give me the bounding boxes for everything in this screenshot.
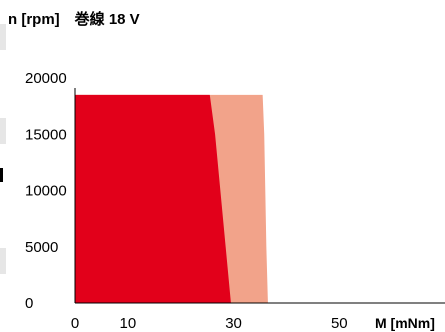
- y-tick-labels: 0 5000 10000 15000 20000: [25, 70, 67, 312]
- y-tick-label: 0: [25, 295, 33, 312]
- x-tick-label: 10: [120, 315, 137, 332]
- chart-title: n [rpm] 巻線 18 V: [8, 10, 140, 28]
- x-tick-label: 0: [71, 315, 79, 332]
- y-tick-label: 5000: [25, 239, 58, 256]
- x-tick-labels: 0 10 30 50: [71, 315, 348, 332]
- y-tick-label: 15000: [25, 126, 67, 143]
- left-edge-mark-2: [0, 118, 6, 144]
- y-tick-label: 10000: [25, 183, 67, 200]
- left-edge-mark-3: [0, 168, 3, 182]
- left-edge-mark-1: [0, 24, 6, 50]
- operating-regions: [75, 94, 268, 303]
- x-tick-label: 30: [225, 315, 242, 332]
- region-continuous: [75, 94, 231, 303]
- y-tick-label: 20000: [25, 70, 67, 87]
- left-edge-mark-4: [0, 248, 6, 274]
- x-axis-label: M [mNm]: [375, 315, 435, 331]
- x-tick-label: 50: [331, 315, 348, 332]
